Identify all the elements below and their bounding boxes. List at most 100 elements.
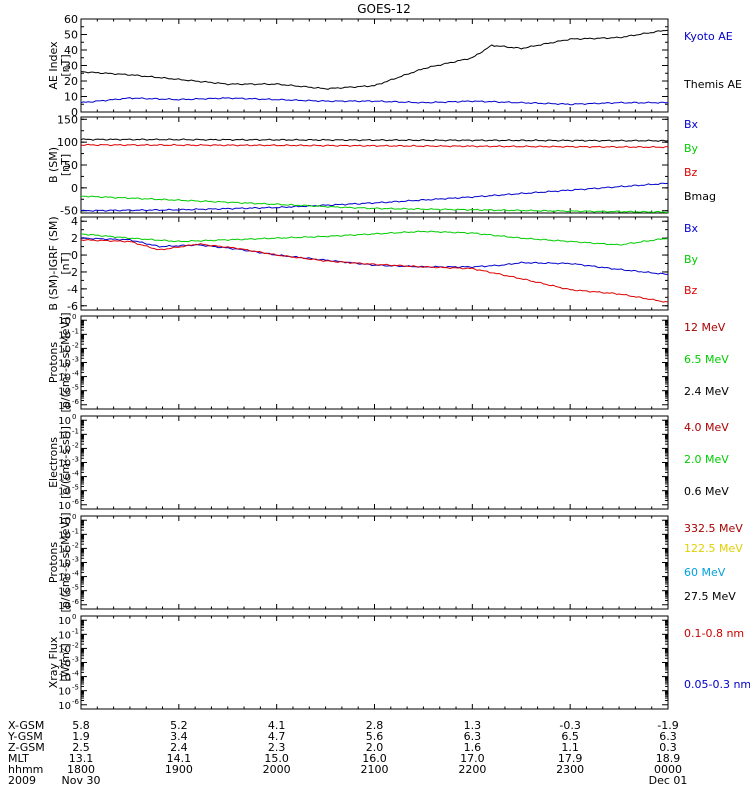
y-tick-exponent: -1 bbox=[72, 627, 79, 635]
panel-ae: 0 10 20 30 40 50 60 AE Index[nT] Kyoto AE Themis … bbox=[47, 13, 742, 119]
y-tick-label: 100 bbox=[57, 136, 78, 149]
series-line-kyoto-ae bbox=[81, 97, 668, 106]
legend-entry: 2.4 MeV bbox=[684, 385, 729, 398]
y-tick-exponent: -6 bbox=[72, 398, 80, 406]
y-axis-label: B (SM)[nT] bbox=[47, 147, 72, 183]
legend-entry: By bbox=[684, 142, 699, 155]
legend-entry: Bx bbox=[684, 118, 699, 131]
eph-value: 0000 bbox=[654, 763, 682, 776]
y-tick-exponent: -3 bbox=[72, 456, 79, 464]
y-tick-exponent: 0 bbox=[72, 613, 76, 621]
eph-value: 1.9 bbox=[72, 730, 90, 743]
y-tick-label: -2 bbox=[67, 266, 78, 279]
y-tick-label: 10 bbox=[58, 501, 71, 512]
y-tick-label: 40 bbox=[64, 44, 78, 57]
y-tick-label: 10 bbox=[58, 687, 71, 698]
y-tick-exponent: -6 bbox=[72, 598, 80, 606]
y-axis-label-unit: [p/(cm²-s-sr-MeV)] bbox=[59, 513, 72, 613]
eph-value: -0.3 bbox=[559, 719, 580, 732]
y-tick-exponent: -3 bbox=[72, 356, 79, 364]
eph-value: 0.3 bbox=[659, 741, 677, 754]
y-tick-label: -50 bbox=[60, 205, 78, 218]
series-line-by bbox=[81, 230, 668, 246]
y-tick-label: -6 bbox=[67, 300, 78, 313]
legend-entry: 122.5 MeV bbox=[684, 542, 743, 555]
y-tick-exponent: 0 bbox=[72, 313, 76, 321]
y-tick-exponent: -6 bbox=[72, 698, 80, 706]
eph-row-label: Y-GSM bbox=[7, 730, 43, 743]
y-tick-label: 10 bbox=[58, 544, 71, 555]
y-axis-label: Xray Flux[W/m²] bbox=[47, 636, 72, 688]
y-axis-label: AE Index[nT] bbox=[47, 41, 72, 90]
legend-entry: Bmag bbox=[684, 190, 716, 203]
y-axis-label-unit: [p/(cm²-s-sr-MeV)] bbox=[59, 313, 72, 413]
panel-frame bbox=[80, 415, 669, 510]
legend-entry: Themis AE bbox=[683, 78, 742, 91]
eph-year: 2009 bbox=[8, 774, 36, 787]
eph-value: 4.1 bbox=[268, 719, 286, 732]
legend-entry: 0.05-0.3 nm bbox=[684, 678, 750, 691]
legend-entry: Kyoto AE bbox=[684, 30, 733, 43]
panel-protons1: 10-610-510-410-310-210-110 0Protons[p/(cm… bbox=[47, 313, 729, 413]
y-axis-label: Electrons[e/(cm²-s-sr)] bbox=[47, 426, 72, 499]
panel-frame bbox=[80, 315, 669, 410]
y-tick-label: 10 bbox=[58, 401, 71, 412]
y-tick-label: 0 bbox=[71, 249, 78, 262]
eph-row-label: Z-GSM bbox=[8, 741, 45, 754]
y-axis-label-line: B (SM)-IGRF (SM) bbox=[47, 216, 60, 310]
ephemeris-table: X-GSM 5.8 5.2 4.1 2.8 1.3 -0.3 -1.9 Y-GSM 1.9 3.4 4… bbox=[7, 719, 687, 787]
y-axis-label: Protons[p/(cm²-s-sr-MeV)] bbox=[47, 513, 72, 613]
y-tick-label: 10 bbox=[58, 530, 71, 541]
y-axis-label: Protons[p/(cm²-s-sr-MeV)] bbox=[47, 313, 72, 413]
legend-entry: 27.5 MeV bbox=[684, 590, 736, 603]
eph-value: 2.4 bbox=[170, 741, 188, 754]
y-tick-label: 0 bbox=[71, 182, 78, 195]
eph-value: 6.5 bbox=[561, 730, 579, 743]
eph-row-label: hhmm bbox=[8, 763, 43, 776]
y-tick-exponent: -1 bbox=[72, 427, 79, 435]
eph-value: 4.7 bbox=[268, 730, 286, 743]
legend-entry: Bx bbox=[684, 222, 699, 235]
y-axis-label-unit: [nT] bbox=[59, 54, 72, 76]
eph-value: 2100 bbox=[361, 763, 389, 776]
legend-entry: Bz bbox=[684, 166, 698, 179]
legend-entry: By bbox=[684, 253, 699, 266]
y-axis-label-line: Electrons bbox=[47, 437, 60, 488]
y-tick-exponent: -5 bbox=[72, 384, 79, 392]
eph-value: 1800 bbox=[67, 763, 95, 776]
y-tick-exponent: -3 bbox=[72, 656, 79, 664]
y-tick-exponent: -4 bbox=[72, 370, 80, 378]
y-tick-exponent: -4 bbox=[72, 670, 80, 678]
legend-entry: Bz bbox=[684, 284, 698, 297]
y-tick-label: 10 bbox=[58, 330, 71, 341]
y-tick-label: 10 bbox=[58, 587, 71, 598]
y-axis-label-line: Xray Flux bbox=[47, 636, 60, 688]
series-line-themis-ae bbox=[81, 29, 668, 90]
y-tick-label: 10 bbox=[58, 444, 71, 455]
y-tick-label: 50 bbox=[64, 159, 78, 172]
y-axis-label-unit: [e/(cm²-s-sr)] bbox=[59, 426, 72, 499]
y-axis-label: B (SM)-IGRF (SM)[nT] bbox=[47, 216, 72, 310]
y-tick-label: 10 bbox=[58, 644, 71, 655]
eph-date-start: Nov 30 bbox=[62, 774, 101, 787]
legend-entry: 0.6 MeV bbox=[684, 485, 729, 498]
y-tick-label: 10 bbox=[58, 573, 71, 584]
y-tick-label: -4 bbox=[67, 283, 78, 296]
y-tick-label: 10 bbox=[58, 487, 71, 498]
plot-title: GOES-12 bbox=[357, 2, 411, 16]
y-tick-label: 10 bbox=[58, 316, 71, 327]
legend-entry: 2.0 MeV bbox=[684, 453, 729, 466]
series-line-bx bbox=[81, 237, 668, 275]
eph-value: 18.9 bbox=[656, 752, 681, 765]
series-line-bz bbox=[81, 143, 668, 149]
eph-row-label: MLT bbox=[8, 752, 29, 765]
y-tick-exponent: 0 bbox=[72, 513, 76, 521]
legend-entry: 60 MeV bbox=[684, 566, 726, 579]
y-tick-exponent: -2 bbox=[72, 341, 79, 349]
y-axis-label-unit: [nT] bbox=[59, 252, 72, 274]
eph-value: 1.6 bbox=[464, 741, 482, 754]
y-tick-label: 20 bbox=[64, 75, 78, 88]
